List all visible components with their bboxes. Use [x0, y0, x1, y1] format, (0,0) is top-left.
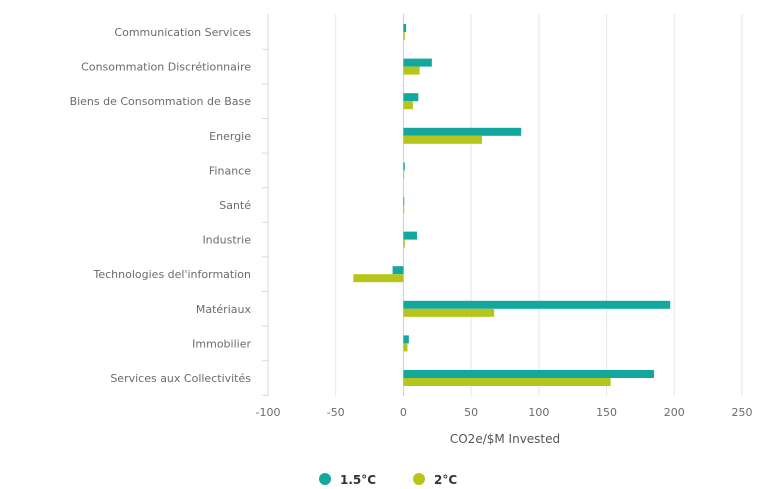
category-label: Finance	[209, 164, 251, 177]
category-label: Biens de Consommation de Base	[70, 95, 252, 108]
bar	[403, 135, 482, 144]
x-tick-labels: -100 -50 0 50 100 150 200 250	[256, 406, 753, 419]
bar	[403, 170, 405, 179]
legend-marker	[319, 473, 331, 485]
bar	[403, 335, 409, 344]
category-label: Matériaux	[196, 303, 252, 316]
x-tick-label: 200	[664, 406, 685, 419]
x-tick-label: 250	[732, 406, 753, 419]
bar	[403, 162, 405, 171]
axes	[262, 14, 404, 396]
bar	[403, 308, 495, 317]
x-tick-label: -50	[327, 406, 345, 419]
bar	[403, 66, 420, 75]
category-label: Energie	[209, 130, 251, 143]
legend-label: 2°C	[434, 473, 457, 487]
x-tick-label: 50	[464, 406, 478, 419]
bar	[403, 101, 413, 110]
x-tick-label: 0	[400, 406, 407, 419]
category-labels: Communication Services Consommation Discr…	[70, 26, 252, 385]
bar	[403, 127, 522, 136]
x-tick-label: 150	[596, 406, 617, 419]
category-label: Immobilier	[192, 337, 251, 350]
bar	[403, 205, 405, 213]
bar	[403, 239, 405, 248]
bar	[403, 343, 408, 352]
bar	[403, 300, 671, 309]
bar	[403, 197, 405, 205]
category-label: Consommation Discrétionnaire	[81, 61, 251, 74]
category-label: Santé	[219, 199, 251, 212]
bar	[403, 24, 407, 32]
category-label: Communication Services	[114, 26, 251, 39]
gridlines	[267, 14, 743, 396]
bar	[403, 58, 432, 67]
bar	[403, 32, 405, 40]
bar	[403, 370, 654, 378]
legend-label: 1.5°C	[340, 473, 376, 487]
category-label: Industrie	[202, 234, 251, 247]
x-tick-label: 100	[528, 406, 549, 419]
x-axis-title: CO2e/$M Invested	[450, 432, 560, 446]
category-label: Technologies del'information	[93, 268, 252, 281]
bar	[403, 93, 419, 102]
category-label: Services aux Collectivités	[110, 372, 251, 385]
bar	[403, 231, 417, 240]
bars	[353, 24, 671, 386]
x-tick-label: -100	[256, 406, 281, 419]
legend-marker	[413, 473, 425, 485]
bar	[353, 274, 404, 283]
bar	[392, 266, 404, 275]
bar	[403, 378, 611, 386]
legend: 1.5°C 2°C	[319, 473, 457, 487]
